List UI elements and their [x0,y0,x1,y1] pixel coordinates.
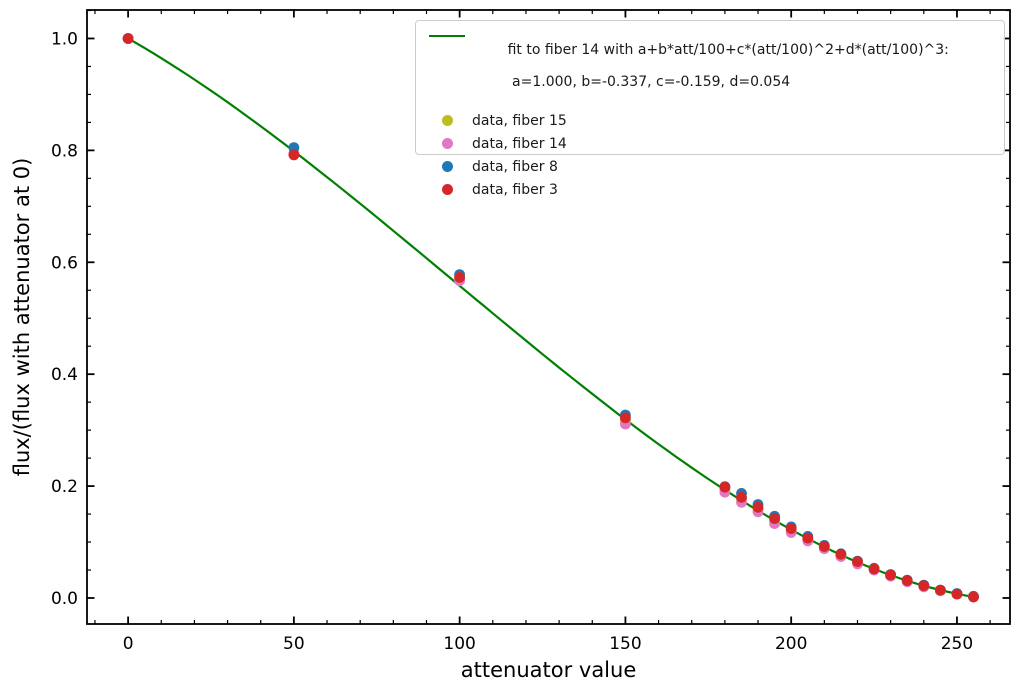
data-point [835,548,847,560]
x-major-ticks [127,10,958,624]
y-tick-label: 0.8 [51,141,78,161]
data-point [122,33,134,44]
data-point [885,569,896,581]
data-point [719,481,731,493]
legend-label-fiber-15: data, fiber 15 [472,112,567,129]
x-tick-label: 100 [443,634,475,654]
y-tick-label: 0.6 [51,253,78,273]
data-point [968,591,979,603]
data-point [288,149,300,161]
fiber-8-dot-icon [441,161,453,173]
legend-label-fiber-3: data, fiber 3 [472,181,558,198]
x-tick-label: 0 [123,634,134,654]
data-point [951,588,963,600]
y-minor-ticks [87,9,1010,571]
legend-fit-label: fit to fiber 14 with a+b*att/100+c*(att/… [472,26,949,106]
x-tick-label: 50 [283,634,305,654]
data-point [918,580,930,592]
data-point [818,541,830,552]
y-axis-label: flux/(flux with attenuator at 0) [10,157,34,477]
legend-label-fiber-14: data, fiber 14 [472,135,567,152]
y-tick-label: 0.2 [51,477,78,497]
data-point [868,563,880,575]
data-point [802,532,814,544]
fit-line [127,37,974,598]
data-point [620,412,631,424]
data-point [852,556,863,567]
x-tick-labels: 0 50 100 150 200 250 [123,634,973,654]
x-tick-label: 150 [609,634,641,654]
data-point [935,584,946,596]
marker-icon [422,115,472,127]
legend-item-fiber-14: data, fiber 14 [422,132,996,155]
x-tick-label: 200 [775,634,807,654]
legend-item-fiber-3: data, fiber 3 [422,178,996,201]
fit-line-sample [429,35,465,37]
data-point [454,272,465,283]
fiber-15-dot-icon [441,115,453,127]
legend-item-fit: fit to fiber 14 with a+b*att/100+c*(att/… [422,26,996,106]
y-tick-label: 0.4 [51,365,78,385]
x-axis-label: attenuator value [460,658,637,682]
data-point [736,491,747,503]
fit-line-icon [422,26,472,37]
marker-icon [422,138,472,150]
y-tick-label: 0.0 [51,589,78,609]
data-point [901,575,913,586]
legend-fit-label-line1: fit to fiber 14 with a+b*att/100+c*(att/… [507,42,949,59]
data-point [785,523,797,534]
fiber-14-dot-icon [441,138,453,150]
marker-icon [422,184,472,196]
x-minor-ticks [94,10,991,624]
x-tick-label: 250 [941,634,973,654]
marker-icon [422,161,472,173]
y-tick-label: 1.0 [51,29,78,49]
legend: fit to fiber 14 with a+b*att/100+c*(att/… [415,20,1005,198]
y-tick-labels: 0.0 0.2 0.4 0.6 0.8 1.0 [51,29,78,609]
plot-frame [86,9,1011,625]
legend-item-fiber-8: data, fiber 8 [422,155,996,178]
legend-label-fiber-8: data, fiber 8 [472,158,558,175]
legend-item-fiber-15: data, fiber 15 [422,109,996,132]
fiber-3-dot-icon [441,184,453,196]
legend-fit-label-line2: a=1.000, b=-0.337, c=-0.159, d=0.054 [507,74,791,91]
data-point [752,501,764,513]
series-data-fiber-3 [122,33,979,603]
data-point [769,513,780,524]
